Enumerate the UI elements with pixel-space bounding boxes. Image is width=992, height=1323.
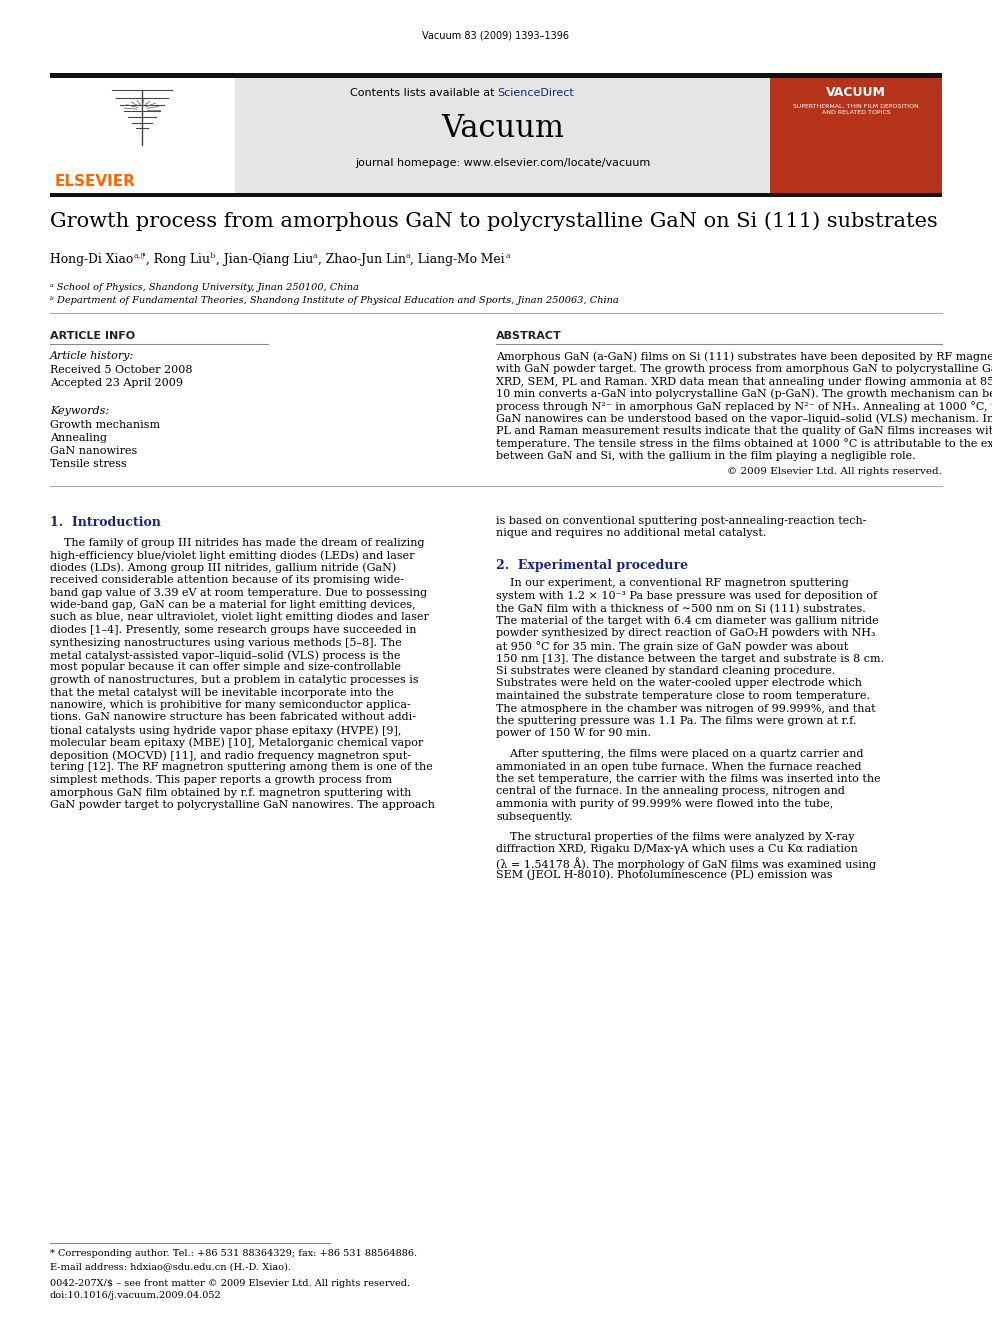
Text: Accepted 23 April 2009: Accepted 23 April 2009 [50, 378, 183, 388]
Text: such as blue, near ultraviolet, violet light emitting diodes and laser: such as blue, near ultraviolet, violet l… [50, 613, 429, 623]
Bar [50, 78, 235, 196]
Text: Hong-Di Xiao: Hong-Di Xiao [50, 253, 133, 266]
Text: high-efficiency blue/violet light emitting diodes (LEDs) and laser: high-efficiency blue/violet light emitti… [50, 550, 415, 561]
Text: The family of group III nitrides has made the dream of realizing: The family of group III nitrides has mad… [50, 537, 425, 548]
Text: molecular beam epitaxy (MBE) [10], Metalorganic chemical vapor: molecular beam epitaxy (MBE) [10], Metal… [50, 737, 424, 747]
Text: GaN powder target to polycrystalline GaN nanowires. The approach: GaN powder target to polycrystalline GaN… [50, 800, 435, 810]
Text: ABSTRACT: ABSTRACT [496, 331, 561, 341]
Text: E-mail address: hdxiao@sdu.edu.cn (H.-D. Xiao).: E-mail address: hdxiao@sdu.edu.cn (H.-D.… [50, 1262, 291, 1271]
Text: amorphous GaN film obtained by r.f. magnetron sputtering with: amorphous GaN film obtained by r.f. magn… [50, 787, 412, 798]
Text: the sputtering pressure was 1.1 Pa. The films were grown at r.f.: the sputtering pressure was 1.1 Pa. The … [496, 716, 856, 726]
Text: maintained the substrate temperature close to room temperature.: maintained the substrate temperature clo… [496, 691, 870, 701]
Text: The material of the target with 6.4 cm diameter was gallium nitride: The material of the target with 6.4 cm d… [496, 617, 879, 626]
Text: After sputtering, the films were placed on a quartz carrier and: After sputtering, the films were placed … [496, 749, 863, 759]
Text: Annealing: Annealing [50, 433, 107, 443]
Text: ᵃ School of Physics, Shandong University, Jinan 250100, China: ᵃ School of Physics, Shandong University… [50, 283, 359, 292]
Text: 2.  Experimental procedure: 2. Experimental procedure [496, 558, 688, 572]
Bar [50, 73, 942, 78]
Text: Article history:: Article history: [50, 351, 134, 361]
Text: Keywords:: Keywords: [50, 406, 109, 415]
Text: 10 min converts a-GaN into polycrystalline GaN (p-GaN). The growth mechanism can: 10 min converts a-GaN into polycrystalli… [496, 389, 992, 400]
Text: power of 150 W for 90 min.: power of 150 W for 90 min. [496, 729, 651, 738]
Text: Growth process from amorphous GaN to polycrystalline GaN on Si (111) substrates: Growth process from amorphous GaN to pol… [50, 210, 937, 230]
Text: ARTICLE INFO: ARTICLE INFO [50, 331, 135, 341]
Bar [50, 193, 942, 197]
Text: temperature. The tensile stress in the films obtained at 1000 °C is attributable: temperature. The tensile stress in the f… [496, 438, 992, 450]
Text: growth of nanostructures, but a problem in catalytic processes is: growth of nanostructures, but a problem … [50, 675, 419, 685]
Text: SUPERTHERMAL, THIN FILM DEPOSITION
AND RELATED TOPICS: SUPERTHERMAL, THIN FILM DEPOSITION AND R… [794, 105, 919, 115]
Text: synthesizing nanostructures using various methods [5–8]. The: synthesizing nanostructures using variou… [50, 638, 402, 647]
Text: process through N²⁻ in amorphous GaN replaced by N²⁻ of NH₃. Annealing at 1000 °: process through N²⁻ in amorphous GaN rep… [496, 401, 992, 411]
Text: wide-band gap, GaN can be a material for light emitting devices,: wide-band gap, GaN can be a material for… [50, 601, 416, 610]
Text: ammonia with purity of 99.999% were flowed into the tube,: ammonia with purity of 99.999% were flow… [496, 799, 833, 808]
Text: band gap value of 3.39 eV at room temperature. Due to possessing: band gap value of 3.39 eV at room temper… [50, 587, 428, 598]
Text: , Liang-Mo Mei: , Liang-Mo Mei [411, 253, 505, 266]
Text: 150 nm [13]. The distance between the target and substrate is 8 cm.: 150 nm [13]. The distance between the ta… [496, 654, 884, 664]
Text: the GaN film with a thickness of ∼500 nm on Si (111) substrates.: the GaN film with a thickness of ∼500 nm… [496, 603, 866, 614]
Text: PL and Raman measurement results indicate that the quality of GaN films increase: PL and Raman measurement results indicat… [496, 426, 992, 437]
Text: , Rong Liu: , Rong Liu [146, 253, 210, 266]
Text: (λ = 1.54178 Å). The morphology of GaN films was examined using: (λ = 1.54178 Å). The morphology of GaN f… [496, 857, 876, 869]
Text: tions. GaN nanowire structure has been fabricated without addi-: tions. GaN nanowire structure has been f… [50, 713, 416, 722]
Text: a: a [312, 251, 317, 261]
Text: , Zhao-Jun Lin: , Zhao-Jun Lin [317, 253, 406, 266]
Text: GaN nanowires: GaN nanowires [50, 446, 137, 456]
Text: XRD, SEM, PL and Raman. XRD data mean that annealing under flowing ammonia at 85: XRD, SEM, PL and Raman. XRD data mean th… [496, 376, 992, 386]
Text: * Corresponding author. Tel.: +86 531 88364329; fax: +86 531 88564886.: * Corresponding author. Tel.: +86 531 88… [50, 1249, 417, 1258]
Text: system with 1.2 × 10⁻³ Pa base pressure was used for deposition of: system with 1.2 × 10⁻³ Pa base pressure … [496, 591, 877, 601]
Text: journal homepage: www.elsevier.com/locate/vacuum: journal homepage: www.elsevier.com/locat… [355, 157, 650, 168]
Text: , Jian-Qiang Liu: , Jian-Qiang Liu [215, 253, 312, 266]
Text: Vacuum: Vacuum [441, 112, 564, 144]
Text: diodes [1–4]. Presently, some research groups have succeeded in: diodes [1–4]. Presently, some research g… [50, 624, 417, 635]
Text: The atmosphere in the chamber was nitrogen of 99.999%, and that: The atmosphere in the chamber was nitrog… [496, 704, 876, 713]
Bar [770, 78, 942, 196]
Text: tional catalysts using hydride vapor phase epitaxy (HVPE) [9],: tional catalysts using hydride vapor pha… [50, 725, 402, 736]
Text: GaN nanowires can be understood based on the vapor–liquid–solid (VLS) mechanism.: GaN nanowires can be understood based on… [496, 414, 992, 425]
Text: b: b [210, 251, 215, 261]
Text: 1.  Introduction: 1. Introduction [50, 516, 161, 528]
Text: Substrates were held on the water-cooled upper electrode which: Substrates were held on the water-cooled… [496, 679, 862, 688]
Text: ᵇ Department of Fundamental Theories, Shandong Institute of Physical Education a: ᵇ Department of Fundamental Theories, Sh… [50, 296, 619, 306]
Text: a,⁋: a,⁋ [133, 251, 146, 261]
Text: diffraction XRD, Rigaku D/Max-γA which uses a Cu Kα radiation: diffraction XRD, Rigaku D/Max-γA which u… [496, 844, 858, 855]
Text: 0042-207X/$ – see front matter © 2009 Elsevier Ltd. All rights reserved.: 0042-207X/$ – see front matter © 2009 El… [50, 1279, 410, 1289]
Text: is based on conventional sputtering post-annealing-reaction tech-: is based on conventional sputtering post… [496, 516, 866, 525]
Text: © 2009 Elsevier Ltd. All rights reserved.: © 2009 Elsevier Ltd. All rights reserved… [727, 467, 942, 475]
Text: Si substrates were cleaned by standard cleaning procedure.: Si substrates were cleaned by standard c… [496, 665, 835, 676]
Text: diodes (LDs). Among group III nitrides, gallium nitride (GaN): diodes (LDs). Among group III nitrides, … [50, 562, 396, 573]
Text: Tensile stress: Tensile stress [50, 459, 127, 468]
Text: ELSEVIER: ELSEVIER [55, 175, 136, 189]
Text: metal catalyst-assisted vapor–liquid–solid (VLS) process is the: metal catalyst-assisted vapor–liquid–sol… [50, 650, 401, 660]
Text: that the metal catalyst will be inevitable incorporate into the: that the metal catalyst will be inevitab… [50, 688, 394, 697]
Text: The structural properties of the films were analyzed by X-ray: The structural properties of the films w… [496, 832, 854, 841]
Text: most popular because it can offer simple and size-controllable: most popular because it can offer simple… [50, 663, 401, 672]
Text: at 950 °C for 35 min. The grain size of GaN powder was about: at 950 °C for 35 min. The grain size of … [496, 642, 848, 652]
Text: In our experiment, a conventional RF magnetron sputtering: In our experiment, a conventional RF mag… [496, 578, 849, 589]
Text: subsequently.: subsequently. [496, 811, 572, 822]
Text: between GaN and Si, with the gallium in the film playing a negligible role.: between GaN and Si, with the gallium in … [496, 451, 916, 460]
Bar [235, 78, 770, 196]
Text: the set temperature, the carrier with the films was inserted into the: the set temperature, the carrier with th… [496, 774, 881, 785]
Text: a: a [505, 251, 510, 261]
Text: powder synthesized by direct reaction of GaO₂H powders with NH₃: powder synthesized by direct reaction of… [496, 628, 876, 639]
Text: ammoniated in an open tube furnace. When the furnace reached: ammoniated in an open tube furnace. When… [496, 762, 861, 771]
Text: SEM (JEOL H-8010). Photoluminescence (PL) emission was: SEM (JEOL H-8010). Photoluminescence (PL… [496, 869, 832, 880]
Text: deposition (MOCVD) [11], and radio frequency magnetron sput-: deposition (MOCVD) [11], and radio frequ… [50, 750, 411, 761]
Text: tering [12]. The RF magnetron sputtering among them is one of the: tering [12]. The RF magnetron sputtering… [50, 762, 433, 773]
Text: doi:10.1016/j.vacuum.2009.04.052: doi:10.1016/j.vacuum.2009.04.052 [50, 1291, 222, 1301]
Text: Vacuum 83 (2009) 1393–1396: Vacuum 83 (2009) 1393–1396 [423, 30, 569, 40]
Text: ScienceDirect: ScienceDirect [498, 89, 574, 98]
Text: with GaN powder target. The growth process from amorphous GaN to polycrystalline: with GaN powder target. The growth proce… [496, 364, 992, 373]
Text: central of the furnace. In the annealing process, nitrogen and: central of the furnace. In the annealing… [496, 786, 845, 796]
Text: simplest methods. This paper reports a growth process from: simplest methods. This paper reports a g… [50, 775, 392, 785]
Text: nanowire, which is prohibitive for many semiconductor applica-: nanowire, which is prohibitive for many … [50, 700, 411, 710]
Text: VACUUM: VACUUM [826, 86, 886, 99]
Text: Amorphous GaN (a-GaN) films on Si (111) substrates have been deposited by RF mag: Amorphous GaN (a-GaN) films on Si (111) … [496, 351, 992, 361]
Text: received considerable attention because of its promising wide-: received considerable attention because … [50, 576, 404, 585]
Text: Growth mechanism: Growth mechanism [50, 419, 160, 430]
Text: Contents lists available at: Contents lists available at [349, 89, 498, 98]
Text: nique and requires no additional metal catalyst.: nique and requires no additional metal c… [496, 528, 767, 538]
Text: Received 5 October 2008: Received 5 October 2008 [50, 365, 192, 374]
Text: a: a [406, 251, 411, 261]
